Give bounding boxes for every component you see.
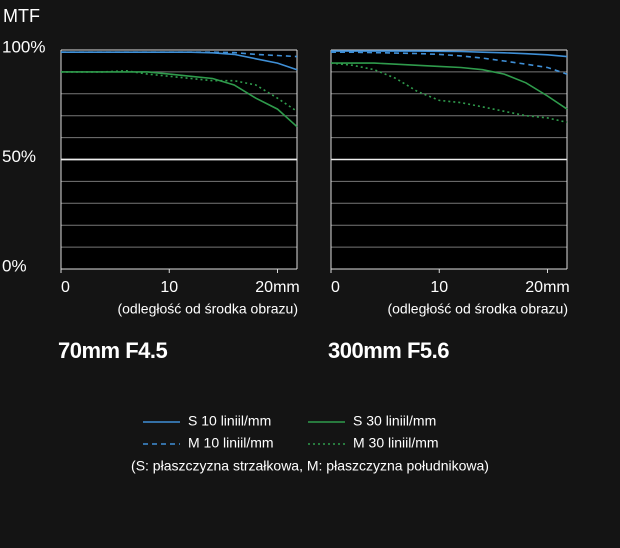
series-line — [331, 62, 568, 110]
series-line — [61, 69, 298, 112]
series-line — [61, 71, 298, 128]
legend-note: (S: płaszczyzna strzałkowa, M: płaszczyz… — [131, 458, 489, 474]
x-tick-label: 10 — [160, 279, 178, 296]
x-tick-label: 0 — [61, 279, 70, 296]
x-axis-label: (odległość od środka obrazu) — [117, 301, 298, 317]
subtitle: 300mm F5.6 — [328, 338, 449, 363]
x-tick-label: 20mm — [255, 279, 299, 296]
series-line — [330, 62, 568, 124]
series-line — [331, 50, 568, 58]
chart-title: MTF — [3, 6, 40, 26]
x-tick-label: 0 — [331, 279, 340, 296]
legend-label: S 30 liniil/mm — [353, 413, 436, 429]
x-tick-label: 10 — [430, 279, 448, 296]
x-axis-label: (odległość od środka obrazu) — [387, 301, 568, 317]
series-line — [61, 51, 298, 58]
legend-label: M 10 liniil/mm — [188, 435, 274, 451]
x-tick-label: 20mm — [525, 279, 569, 296]
y-tick-label: 50% — [2, 147, 36, 166]
y-tick-label: 0% — [2, 256, 27, 275]
legend-label: S 10 liniil/mm — [188, 413, 271, 429]
series-line — [331, 51, 568, 75]
legend-label: M 30 liniil/mm — [353, 435, 439, 451]
subtitle: 70mm F4.5 — [58, 338, 167, 363]
y-tick-label: 100% — [2, 37, 45, 56]
